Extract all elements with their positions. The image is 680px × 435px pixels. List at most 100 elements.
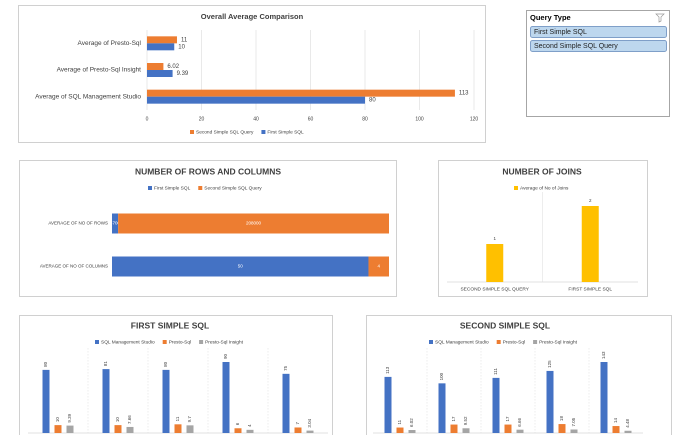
value-label: 10 bbox=[178, 44, 185, 50]
bar bbox=[396, 427, 404, 433]
bar bbox=[174, 424, 182, 433]
chart-panel bbox=[366, 315, 672, 435]
bar bbox=[102, 369, 110, 433]
legend-swatch bbox=[261, 130, 266, 134]
bar bbox=[147, 36, 177, 44]
y-tick-label: Average of Presto-Sql bbox=[78, 40, 142, 47]
chart-title: FIRST SIMPLE SQL bbox=[131, 320, 209, 330]
bar bbox=[570, 429, 578, 433]
legend-label: First Simple SQL bbox=[267, 129, 304, 135]
chart-panel bbox=[438, 160, 648, 297]
bar bbox=[600, 362, 608, 433]
legend-swatch bbox=[148, 186, 152, 190]
chart-title: Overall Average Comparison bbox=[201, 12, 304, 21]
legend-label: SQL Management Studio bbox=[101, 339, 155, 345]
slicer-item[interactable] bbox=[530, 26, 667, 38]
bar bbox=[54, 425, 62, 433]
bar bbox=[147, 63, 164, 70]
bar-segment bbox=[118, 213, 390, 234]
value-label: 4 bbox=[377, 264, 380, 269]
bar bbox=[42, 369, 50, 433]
legend-label: Presto-Sql Insight bbox=[539, 339, 578, 345]
x-tick-label: 120 bbox=[470, 116, 479, 122]
value-label: 6.02 bbox=[167, 64, 179, 70]
bar bbox=[126, 426, 134, 433]
value-label: 143 bbox=[601, 351, 606, 359]
x-tick-label: 20 bbox=[199, 116, 205, 122]
bar bbox=[147, 43, 175, 51]
value-label: 4.48 bbox=[625, 419, 630, 428]
chart-panel bbox=[18, 5, 486, 143]
bar bbox=[294, 427, 302, 433]
chart-panel bbox=[19, 315, 333, 435]
value-label: 10 bbox=[115, 417, 120, 423]
legend-swatch bbox=[496, 340, 501, 344]
y-tick-label: AVERAGE OF NO OF ROWS bbox=[48, 221, 108, 226]
value-label: 80 bbox=[43, 361, 48, 367]
bar bbox=[162, 369, 170, 433]
chart-title: NUMBER OF ROWS AND COLUMNS bbox=[135, 166, 281, 176]
bar bbox=[558, 424, 566, 433]
legend-label: Presto-Sql Insight bbox=[205, 339, 244, 345]
value-label: 113 bbox=[459, 91, 469, 97]
value-label: 18 bbox=[559, 416, 564, 422]
x-tick-label: SECOND SIMPLE SQL QUERY bbox=[460, 286, 529, 292]
value-label: 7.66 bbox=[127, 415, 132, 424]
legend-swatch bbox=[198, 186, 203, 190]
legend-label: First Simple SQL bbox=[154, 185, 191, 191]
slicer-item[interactable] bbox=[530, 40, 667, 52]
legend-swatch bbox=[162, 340, 167, 344]
x-tick-label: 80 bbox=[362, 116, 368, 122]
bar-segment bbox=[112, 256, 369, 277]
bar bbox=[147, 96, 365, 104]
bar bbox=[581, 206, 599, 282]
y-tick-label: AVERAGE OF NO OF COLUMNS bbox=[40, 264, 108, 269]
chart-title: SECOND SIMPLE SQL bbox=[460, 320, 550, 330]
bar bbox=[222, 362, 230, 433]
bar bbox=[234, 428, 242, 433]
x-tick-label: 0 bbox=[146, 116, 149, 122]
legend-label: Presto-Sql bbox=[169, 339, 191, 345]
slicer-title: Query Type bbox=[530, 13, 571, 22]
legend-swatch bbox=[533, 340, 538, 344]
bar bbox=[450, 424, 458, 433]
value-label: 2 bbox=[589, 198, 592, 203]
value-label: 9.52 bbox=[463, 416, 468, 425]
value-label: 11 bbox=[397, 419, 402, 424]
chart-title: NUMBER OF JOINS bbox=[502, 166, 582, 176]
bar bbox=[186, 425, 194, 433]
legend-swatch bbox=[190, 130, 194, 134]
bar bbox=[546, 370, 554, 433]
bar-segment bbox=[112, 213, 119, 234]
value-label: 1 bbox=[493, 236, 496, 241]
x-tick-label: FIRST SIMPLE SQL bbox=[568, 286, 612, 292]
bar bbox=[504, 424, 512, 433]
legend-swatch bbox=[199, 340, 204, 344]
bar bbox=[114, 425, 122, 433]
value-label: 17 bbox=[451, 416, 456, 422]
value-label: 11 bbox=[175, 416, 180, 421]
value-label: 11 bbox=[181, 37, 188, 43]
bar bbox=[147, 70, 173, 77]
legend-swatch bbox=[514, 186, 518, 190]
legend-swatch bbox=[429, 340, 433, 344]
bar bbox=[462, 428, 470, 433]
bar bbox=[306, 430, 314, 433]
filter-icon[interactable] bbox=[655, 13, 665, 23]
value-label: 90 bbox=[223, 353, 228, 359]
legend-label: Second Simple SQL Query bbox=[196, 129, 254, 135]
value-label: 113 bbox=[385, 366, 390, 374]
legend-label: SQL Management Studio bbox=[435, 339, 489, 345]
value-label: 9.7 bbox=[187, 416, 192, 423]
legend-label: Second Simple SQL Query bbox=[204, 185, 262, 191]
value-label: 75 bbox=[283, 365, 288, 371]
slicer-item-label[interactable]: First Simple SQL bbox=[534, 29, 587, 36]
legend-swatch bbox=[95, 340, 99, 344]
value-label: 111 bbox=[493, 368, 498, 375]
slicer-item-label[interactable]: Second Simple SQL Query bbox=[534, 43, 618, 50]
x-tick-label: 60 bbox=[308, 116, 314, 122]
value-label: 17 bbox=[505, 416, 510, 422]
legend-label: Average of No of Joins bbox=[520, 185, 569, 191]
bar bbox=[408, 430, 416, 433]
value-label: 208000 bbox=[246, 221, 262, 226]
